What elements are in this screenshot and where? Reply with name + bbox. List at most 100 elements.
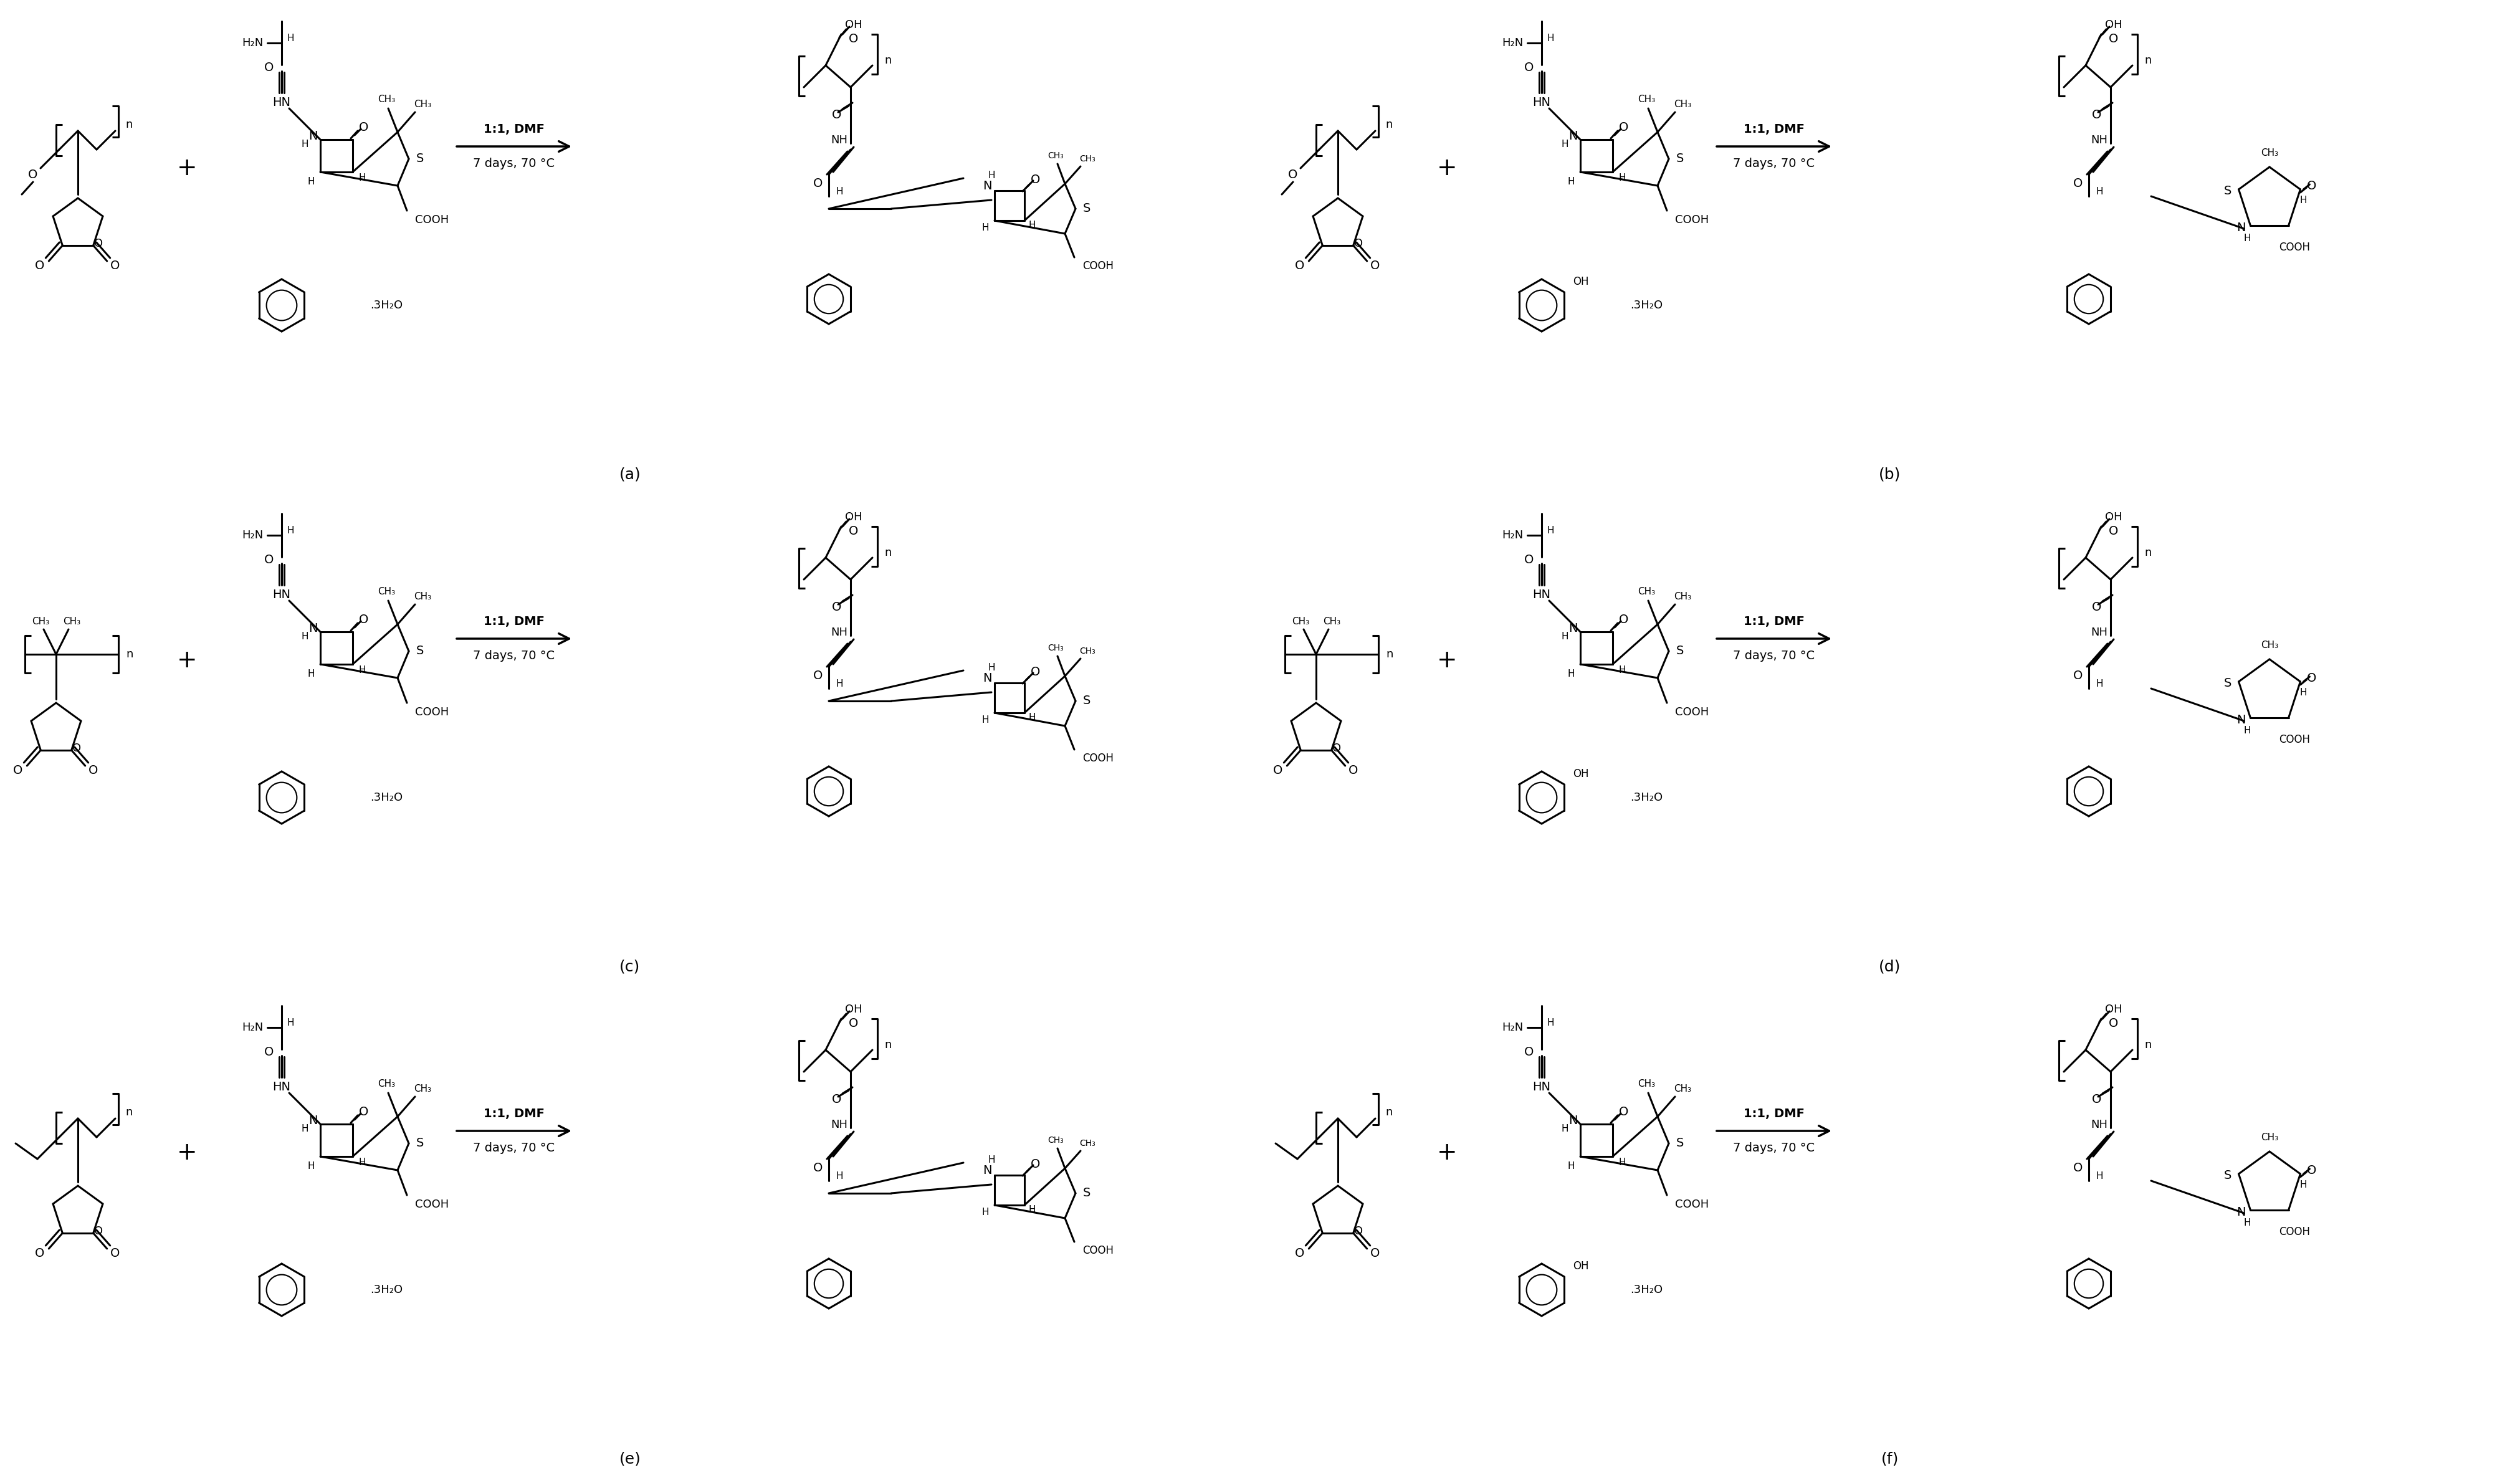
Text: S: S (1084, 695, 1091, 706)
Text: S: S (1676, 152, 1683, 166)
Text: .3H₂O: .3H₂O (370, 300, 403, 310)
Text: 7 days, 70 °C: 7 days, 70 °C (1734, 650, 1814, 662)
Text: COOH: COOH (1084, 1244, 1114, 1256)
Text: O: O (814, 1162, 824, 1174)
Text: O: O (28, 168, 38, 180)
Text: O: O (360, 1106, 368, 1117)
Text: O: O (1620, 613, 1628, 625)
Text: n: n (2145, 1039, 2152, 1051)
Text: O: O (265, 62, 275, 74)
Text: O: O (2109, 526, 2119, 538)
Text: O: O (2109, 1018, 2119, 1030)
Text: HN: HN (272, 96, 290, 108)
Text: CH₃: CH₃ (2260, 149, 2278, 158)
Text: COOH: COOH (1084, 752, 1114, 764)
Text: CH₃: CH₃ (2260, 641, 2278, 650)
Text: CH₃: CH₃ (1079, 155, 1096, 163)
Text: COOH: COOH (1084, 260, 1114, 272)
Text: O: O (35, 260, 45, 272)
Text: O: O (1525, 1046, 1535, 1058)
Text: CH₃: CH₃ (1293, 616, 1310, 625)
Text: O: O (1348, 764, 1358, 776)
Text: NH: NH (2092, 134, 2107, 146)
Text: (d): (d) (1880, 959, 1900, 974)
Text: N: N (307, 130, 318, 142)
Text: COOH: COOH (2278, 242, 2311, 253)
Text: NH: NH (2092, 627, 2107, 638)
Text: COOH: COOH (416, 1199, 449, 1210)
Text: H: H (358, 1159, 365, 1168)
Text: COOH: COOH (1676, 1199, 1709, 1210)
Text: H: H (1560, 633, 1567, 641)
Text: H: H (988, 662, 995, 672)
Text: O: O (1353, 1225, 1363, 1237)
Text: H: H (358, 665, 365, 675)
Text: +: + (176, 1141, 197, 1165)
Text: OH: OH (1572, 276, 1588, 287)
Text: O: O (1295, 1247, 1305, 1259)
Text: O: O (1525, 554, 1535, 566)
Text: n: n (1386, 649, 1394, 659)
Text: H: H (1567, 1162, 1575, 1171)
Text: CH₃: CH₃ (1323, 616, 1341, 625)
Text: O: O (1031, 665, 1041, 677)
Text: +: + (1436, 157, 1457, 180)
Text: O: O (1525, 62, 1535, 74)
Text: S: S (1676, 1138, 1683, 1150)
Text: H: H (287, 1018, 295, 1027)
Text: NH: NH (832, 134, 847, 146)
Text: H: H (307, 670, 315, 678)
Text: N: N (2238, 222, 2245, 234)
Text: O: O (73, 743, 81, 754)
Text: (f): (f) (1880, 1451, 1900, 1466)
Text: CH₃: CH₃ (413, 593, 431, 602)
Text: O: O (1031, 173, 1041, 185)
Text: H: H (983, 1208, 988, 1218)
Text: O: O (832, 602, 842, 613)
Text: CH₃: CH₃ (63, 616, 81, 625)
Text: n: n (2145, 55, 2152, 67)
Text: CH₃: CH₃ (378, 95, 396, 105)
Text: O: O (2074, 177, 2084, 189)
Text: CH₃: CH₃ (33, 616, 50, 625)
Text: CH₃: CH₃ (1048, 643, 1063, 652)
Text: CH₃: CH₃ (413, 1085, 431, 1094)
Text: N: N (1567, 622, 1578, 634)
Text: CH₃: CH₃ (413, 101, 431, 109)
Text: O: O (35, 1247, 45, 1259)
Text: H: H (1560, 1125, 1567, 1134)
Text: OH: OH (1572, 769, 1588, 779)
Text: O: O (2074, 1162, 2084, 1174)
Text: NH: NH (832, 1119, 847, 1131)
Text: CH₃: CH₃ (378, 587, 396, 597)
Text: CH₃: CH₃ (1673, 101, 1691, 109)
Text: O: O (360, 121, 368, 133)
Text: S: S (416, 152, 423, 166)
Text: OH: OH (2104, 1004, 2122, 1015)
Text: H: H (2097, 680, 2104, 689)
Text: H₂N: H₂N (1502, 529, 1522, 541)
Text: H: H (287, 526, 295, 535)
Text: NH: NH (832, 627, 847, 638)
Text: H: H (307, 1162, 315, 1171)
Text: H: H (837, 188, 844, 197)
Text: n: n (126, 1107, 134, 1117)
Text: S: S (416, 1138, 423, 1150)
Text: OH: OH (844, 1004, 862, 1015)
Text: O: O (1620, 121, 1628, 133)
Text: S: S (2223, 1169, 2230, 1182)
Text: O: O (814, 670, 824, 681)
Text: S: S (416, 646, 423, 658)
Text: H: H (1028, 714, 1036, 723)
Text: H₂N: H₂N (1502, 1021, 1522, 1033)
Text: O: O (111, 1247, 121, 1259)
Text: +: + (176, 649, 197, 672)
Text: H: H (2301, 1181, 2306, 1190)
Text: O: O (1273, 764, 1283, 776)
Text: COOH: COOH (416, 214, 449, 226)
Text: +: + (1436, 1141, 1457, 1165)
Text: 1:1, DMF: 1:1, DMF (484, 1107, 544, 1119)
Text: O: O (2306, 1165, 2316, 1176)
Text: H: H (1567, 670, 1575, 678)
Text: O: O (1295, 260, 1305, 272)
